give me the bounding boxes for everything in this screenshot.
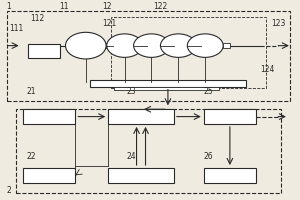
- Circle shape: [65, 32, 106, 59]
- Text: 25: 25: [204, 87, 213, 96]
- Bar: [16, 109, 281, 193]
- Text: 112: 112: [31, 14, 45, 23]
- Text: 111: 111: [10, 24, 24, 33]
- Bar: [169, 43, 174, 48]
- Circle shape: [107, 34, 142, 57]
- Text: 22: 22: [26, 152, 36, 161]
- Circle shape: [134, 34, 169, 57]
- Bar: [223, 43, 230, 48]
- Bar: [23, 109, 75, 124]
- Bar: [28, 44, 60, 58]
- Text: 23: 23: [126, 87, 136, 96]
- Bar: [108, 109, 174, 124]
- Bar: [23, 168, 75, 183]
- Text: 2: 2: [6, 186, 11, 195]
- Bar: [142, 43, 147, 48]
- Bar: [196, 43, 201, 48]
- Circle shape: [187, 34, 223, 57]
- Bar: [108, 168, 174, 183]
- Bar: [114, 87, 219, 90]
- Text: 1: 1: [6, 2, 11, 11]
- Text: 11: 11: [59, 2, 68, 11]
- Text: 121: 121: [102, 19, 116, 28]
- Text: 124: 124: [260, 65, 275, 74]
- Text: 24: 24: [126, 152, 136, 161]
- Bar: [90, 80, 246, 87]
- Bar: [106, 43, 113, 48]
- Text: 12: 12: [102, 2, 112, 11]
- Circle shape: [160, 34, 196, 57]
- Bar: [7, 11, 290, 101]
- Bar: [204, 168, 256, 183]
- Text: 21: 21: [26, 87, 36, 96]
- Text: 26: 26: [204, 152, 213, 161]
- Bar: [111, 17, 266, 88]
- Text: 123: 123: [271, 19, 285, 28]
- Bar: [204, 109, 256, 124]
- Text: 122: 122: [153, 2, 167, 11]
